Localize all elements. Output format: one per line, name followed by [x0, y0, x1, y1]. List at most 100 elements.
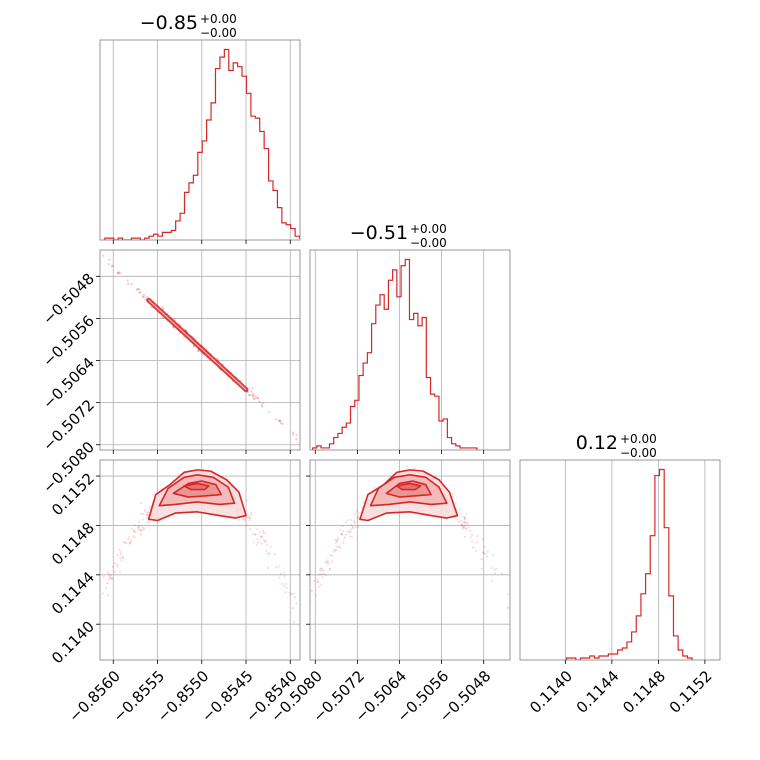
scatter-point: [268, 411, 271, 414]
axes-frame: [99, 39, 301, 241]
scatter-point: [279, 572, 282, 575]
scatter-point: [293, 596, 296, 599]
scatter-point: [350, 535, 353, 538]
scatter-point: [283, 571, 286, 574]
scatter-point: [141, 518, 144, 521]
scatter-point: [109, 574, 112, 577]
scatter-point: [146, 295, 149, 299]
scatter-point: [490, 579, 493, 582]
scatter-point: [111, 565, 114, 569]
scatter-point: [461, 523, 464, 526]
scatter-point: [253, 397, 256, 400]
scatter-point: [328, 567, 332, 571]
panel-title-upper-error: +0.00: [410, 222, 447, 236]
scatter-point: [312, 649, 314, 651]
scatter-point: [297, 630, 299, 632]
scatter-point: [336, 545, 339, 548]
scatter-point: [354, 526, 357, 529]
scatter-point: [469, 536, 473, 539]
scatter-point: [288, 591, 292, 594]
axes-frame: [99, 249, 301, 451]
scatter-point: [130, 539, 133, 542]
scatter-point: [117, 271, 120, 274]
scatter-point: [351, 527, 354, 530]
scatter-point: [466, 522, 469, 525]
scatter-point: [273, 553, 276, 556]
scatter-point: [507, 607, 510, 610]
scatter-point: [251, 387, 254, 390]
scatter-point: [325, 574, 328, 577]
scatter-point: [250, 390, 253, 393]
scatter-point: [133, 523, 136, 527]
scatter-point: [525, 653, 527, 655]
scatter-point: [129, 541, 132, 544]
scatter-point: [341, 525, 344, 528]
scatter-point: [248, 519, 251, 522]
scatter-point: [514, 621, 516, 623]
scatter-point: [333, 549, 337, 552]
scatter-point: [260, 535, 263, 539]
scatter-point: [101, 592, 104, 595]
scatter-point: [285, 586, 288, 589]
scatter-point: [138, 291, 141, 294]
contour-level: [396, 482, 422, 491]
scatter-point: [470, 533, 474, 536]
density-core-highlight: [148, 299, 247, 391]
scatter-point: [312, 652, 314, 654]
scatter-point: [132, 530, 136, 533]
scatter-point: [128, 541, 132, 544]
scatter-point: [353, 521, 357, 524]
scatter-point: [258, 530, 261, 534]
panel-title-lower-error: −0.00: [410, 236, 447, 250]
scatter-point: [471, 540, 474, 543]
scatter-point: [353, 520, 356, 523]
scatter-point: [111, 264, 114, 267]
scatter-point: [334, 538, 337, 541]
scatter-point: [354, 512, 357, 515]
scatter-point: [114, 561, 117, 565]
scatter-point: [135, 288, 138, 291]
scatter-point: [137, 520, 141, 523]
scatter-point: [141, 526, 144, 529]
scatter-point: [355, 509, 358, 512]
scatter-point: [462, 516, 466, 519]
panel-title: −0.85: [140, 12, 198, 34]
scatter-point: [255, 543, 259, 546]
scatter-point: [280, 582, 284, 585]
scatter-point: [143, 510, 147, 513]
scatter-point: [122, 541, 125, 544]
scatter-point: [140, 512, 143, 515]
scatter-point: [480, 557, 483, 561]
scatter-point: [476, 534, 479, 538]
scatter-point: [147, 522, 150, 525]
scatter-point: [107, 263, 110, 266]
scatter-point: [342, 539, 345, 542]
scatter-point: [467, 526, 471, 529]
scatter-point: [302, 604, 304, 606]
scatter-point: [525, 656, 527, 658]
scatter-point: [459, 519, 463, 522]
scatter-point: [318, 573, 321, 576]
panel-hist-1: −0.51 +0.00−0.00: [309, 222, 511, 454]
scatter-point: [335, 548, 338, 551]
scatter-point: [161, 306, 164, 309]
scatter-point: [281, 422, 284, 425]
scatter-point: [113, 570, 116, 574]
scatter-point: [316, 578, 319, 581]
scatter-point: [525, 650, 527, 652]
scatter-point: [525, 641, 527, 643]
x-tick-label: 0.1152: [666, 667, 716, 717]
scatter-point: [525, 641, 527, 643]
plot-area: [104, 48, 300, 240]
scatter-point: [292, 633, 294, 635]
scatter-point: [262, 538, 265, 541]
scatter-point: [350, 519, 353, 522]
scatter-point: [349, 530, 352, 533]
scatter-point: [292, 620, 295, 624]
scatter-point: [460, 524, 464, 527]
scatter-point: [310, 589, 313, 592]
scatter-point: [318, 568, 321, 571]
panel-title-lower-error: −0.00: [620, 446, 657, 460]
scatter-point: [248, 527, 252, 531]
scatter-point: [142, 528, 146, 531]
